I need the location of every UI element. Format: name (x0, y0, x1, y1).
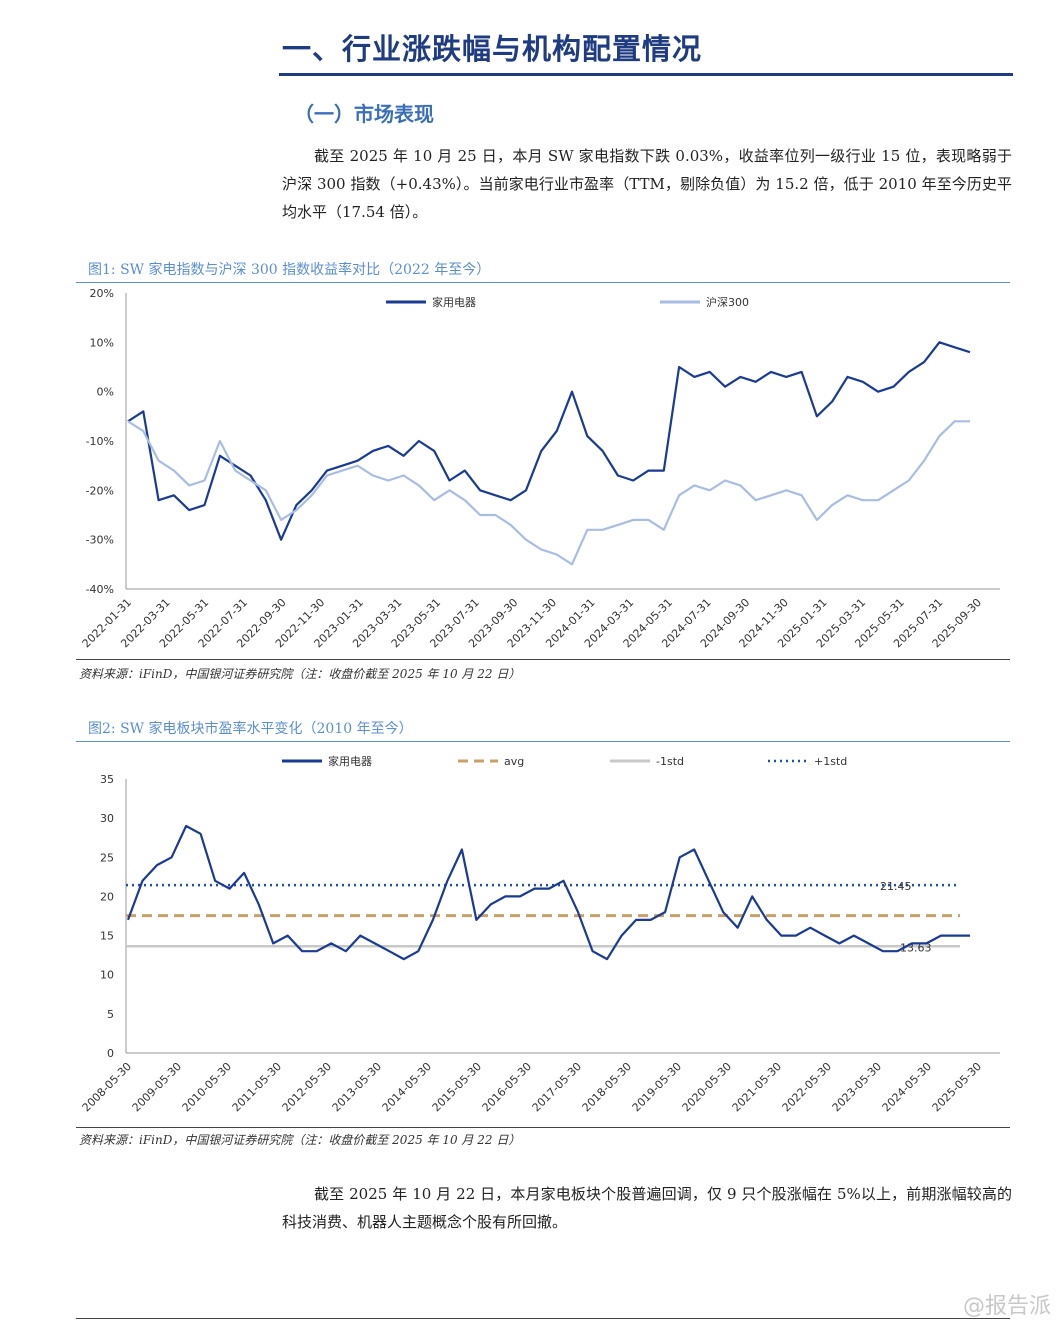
figure1-bottom-rule (76, 659, 1010, 660)
x-tick-label: 2023-05-30 (830, 1060, 884, 1114)
x-tick-label: 2019-05-30 (630, 1060, 684, 1114)
y-tick-label: 20 (100, 890, 114, 903)
x-tick-label: 2010-05-30 (180, 1060, 234, 1114)
legend-label: 家用电器 (432, 295, 476, 309)
x-tick-label: 2024-05-30 (880, 1060, 934, 1114)
series-line-main (127, 341, 971, 541)
y-tick-label: -30% (86, 534, 114, 547)
y-tick-label: 0 (107, 1047, 114, 1060)
x-tick-label: 2015-05-30 (430, 1060, 484, 1114)
y-tick-label: -40% (86, 583, 114, 596)
figure2-top-rule (76, 741, 1010, 742)
y-tick-label: 0% (97, 386, 114, 399)
figure2-bottom-rule (76, 1127, 1010, 1128)
watermark: @报告派 (962, 1294, 1051, 1319)
section-heading: 一、行业涨跌幅与机构配置情况 (282, 32, 703, 66)
figure2-title: 图2: SW 家电板块市盈率水平变化（2010 年至今） (88, 721, 413, 737)
x-tick-label: 2014-05-30 (380, 1060, 434, 1114)
x-tick-label: 2012-05-30 (280, 1060, 334, 1114)
y-tick-label: 10% (90, 336, 114, 349)
x-tick-label: 2013-05-30 (330, 1060, 384, 1114)
figure2-source: 资料来源：iFinD，中国银河证券研究院（注：收盘价截至 2025 年 10 月… (79, 1133, 521, 1147)
plus-std-annotation: 21.45 (880, 880, 912, 893)
x-tick-label: 2022-05-30 (780, 1060, 834, 1114)
legend-label: 沪深300 (706, 295, 749, 309)
heading-rule (279, 73, 1013, 76)
y-tick-label: 25 (100, 851, 114, 864)
y-tick-label: 20% (90, 287, 114, 300)
paragraph-market: 截至 2025 年 10 月 25 日，本月 SW 家电指数下跌 0.03%，收… (282, 147, 1012, 221)
series-line-main (126, 824, 970, 961)
x-tick-label: 2016-05-30 (480, 1060, 534, 1114)
legend-label: avg (504, 755, 524, 768)
y-tick-label: 10 (100, 969, 114, 982)
x-tick-label: 2011-05-30 (230, 1060, 284, 1114)
y-tick-label: 15 (100, 930, 114, 943)
x-tick-label: 2025-05-30 (930, 1060, 984, 1114)
x-tick-label: 2008-05-30 (80, 1060, 134, 1114)
legend-label: -1std (656, 755, 684, 768)
figure1-source: 资料来源：iFinD，中国银河证券研究院（注：收盘价截至 2025 年 10 月… (79, 667, 521, 681)
figure1-title: 图1: SW 家电指数与沪深 300 指数收益率对比（2022 年至今） (88, 262, 491, 278)
legend-label: 家用电器 (328, 754, 372, 768)
x-tick-label: 2009-05-30 (130, 1060, 184, 1114)
y-tick-label: -20% (86, 484, 114, 497)
y-tick-label: 35 (100, 773, 114, 786)
subsection-heading: （一）市场表现 (294, 102, 434, 126)
y-tick-label: 5 (107, 1008, 114, 1021)
page-bottom-rule (76, 1318, 1010, 1319)
legend-label: +1std (814, 755, 847, 768)
x-tick-label: 2021-05-30 (730, 1060, 784, 1114)
series-line-secondary (127, 420, 970, 566)
y-tick-label: 30 (100, 812, 114, 825)
y-tick-label: -10% (86, 435, 114, 448)
paragraph-stocks: 截至 2025 年 10 月 22 日，本月家电板块个股普遍回调，仅 9 只个股… (282, 1185, 1012, 1231)
figure1-top-rule (76, 282, 1010, 283)
x-tick-label: 2017-05-30 (530, 1060, 584, 1114)
x-tick-label: 2020-05-30 (680, 1060, 734, 1114)
x-tick-label: 2018-05-30 (580, 1060, 634, 1114)
